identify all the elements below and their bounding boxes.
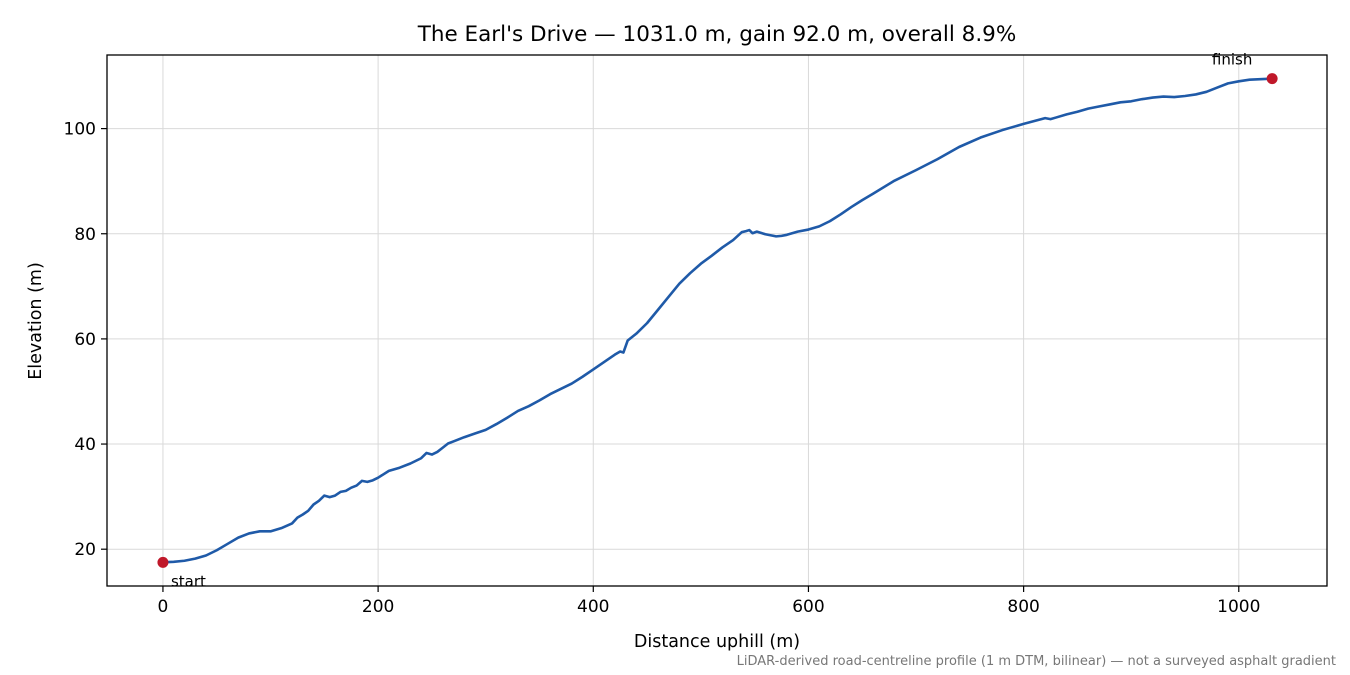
x-tick-label: 400 bbox=[577, 597, 609, 617]
start-annotation: start bbox=[171, 572, 206, 590]
finish-annotation: finish bbox=[1212, 51, 1252, 69]
finish-point bbox=[1266, 73, 1278, 85]
y-tick-label: 40 bbox=[74, 435, 96, 455]
grid-lines bbox=[107, 55, 1327, 586]
x-tick-label: 1000 bbox=[1217, 597, 1260, 617]
footnote: LiDAR-derived road-centreline profile (1… bbox=[737, 654, 1336, 669]
x-tick-label: 600 bbox=[792, 597, 824, 617]
plot-frame bbox=[106, 54, 1328, 587]
chart-title: The Earl's Drive — 1031.0 m, gain 92.0 m… bbox=[417, 22, 1017, 47]
x-tick-label: 0 bbox=[158, 597, 169, 617]
y-tick-label: 80 bbox=[74, 225, 96, 245]
y-axis-label: Elevation (m) bbox=[26, 262, 46, 380]
elevation-series-line bbox=[161, 77, 1274, 564]
x-axis-label: Distance uphill (m) bbox=[634, 632, 800, 652]
start-point bbox=[157, 556, 169, 568]
y-tick-label: 20 bbox=[74, 540, 96, 560]
x-tick-label: 200 bbox=[362, 597, 394, 617]
y-axis-ticks: 20 40 60 80 100 bbox=[64, 120, 107, 560]
y-tick-label: 60 bbox=[74, 330, 96, 350]
x-tick-label: 800 bbox=[1007, 597, 1039, 617]
x-axis-ticks: 0 200 400 600 800 1000 bbox=[158, 586, 1260, 617]
y-tick-label: 100 bbox=[64, 120, 96, 140]
